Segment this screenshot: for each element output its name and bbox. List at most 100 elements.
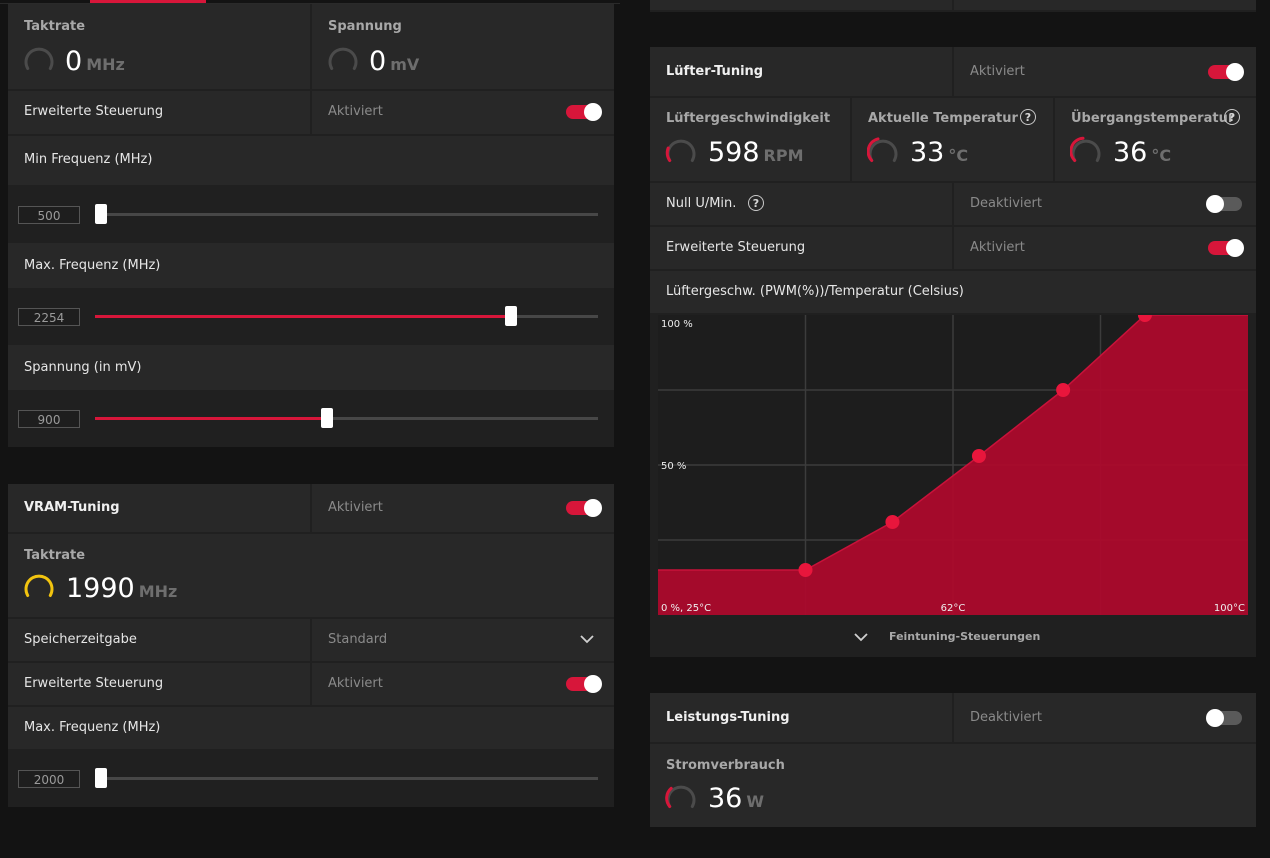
vram-max-freq-value-box[interactable]: 2000 [18,770,80,788]
vram-advanced-status: Aktiviert [328,676,383,691]
max-freq-slider-fill [95,315,511,318]
junction-temp-value: 36 [1113,137,1148,168]
zero-rpm-label: Null U/Min. [666,196,737,211]
curve-point[interactable] [1056,383,1071,397]
voltage-slider-label: Spannung (in mV) [24,360,142,375]
current-temp-readout: 33 °C [910,137,968,168]
fan-tuning-card: Lüfter-Tuning Aktiviert Lüftergeschwindi… [650,47,1256,657]
min-freq-label: Min Frequenz (MHz) [24,152,153,167]
power-status-cell: Deaktiviert [954,693,1256,742]
vram-clock-label: Taktrate [24,548,86,563]
zero-rpm-status: Deaktiviert [970,196,1042,211]
gpu-advanced-status: Aktiviert [328,104,383,119]
curve-point[interactable] [1137,315,1152,322]
fan-speed-value: 598 [708,137,760,168]
gpu-tuning-card: Taktrate 0 MHz Spannung 0 mV Erweiterte St… [8,4,614,447]
toggle-knob [584,675,602,693]
fan-title: Lüfter-Tuning [666,64,764,79]
voltage-slider-handle[interactable] [321,408,333,428]
current-temp-unit: °C [948,146,969,165]
gpu-advanced-row: Erweiterte Steuerung [8,91,310,134]
power-toggle[interactable] [1206,709,1242,727]
power-unit: W [746,792,765,811]
clock-stat: Taktrate 0 MHz [8,4,310,89]
max-freq-slider-handle[interactable] [505,306,517,326]
fan-advanced-row: Erweiterte Steuerung [650,227,952,269]
fan-toggle[interactable] [1208,63,1244,81]
top-stub-card [650,0,1256,12]
top-divider [0,3,620,4]
fan-advanced-label: Erweiterte Steuerung [666,240,806,255]
voltage-unit: mV [390,55,420,74]
junction-temp-gauge-icon [1070,136,1101,162]
power-title-cell: Leistungs-Tuning [650,693,952,742]
max-freq-label: Max. Frequenz (MHz) [24,258,161,273]
fan-speed-unit: RPM [763,146,804,165]
fan-curve-chart[interactable]: 100 % 50 % 0 %, 25°C 62°C 100°C [658,315,1248,615]
clock-unit: MHz [86,55,125,74]
voltage-slider-track[interactable] [95,417,598,420]
min-freq-slider-handle[interactable] [95,204,107,224]
fine-tuning-toggle[interactable]: Feintuning-Steuerungen [850,625,1050,649]
vram-toggle[interactable] [566,499,602,517]
vram-max-freq-slider-handle[interactable] [95,768,107,788]
min-freq-slider-track[interactable] [95,213,598,216]
help-icon[interactable]: ? [1020,109,1036,125]
power-title: Leistungs-Tuning [666,710,790,725]
current-temp-gauge-icon [867,137,898,162]
toggle-knob [584,103,602,121]
fan-speed-readout: 598 RPM [708,137,804,168]
fan-curve-title: Lüftergeschw. (PWM(%))/Temperatur (Celsi… [666,284,964,299]
curve-point[interactable] [885,515,900,529]
vram-advanced-label: Erweiterte Steuerung [24,676,164,691]
voltage-stat: Spannung 0 mV [312,4,614,89]
voltage-slider-header: Spannung (in mV) [8,345,614,390]
toggle-knob [1206,195,1224,213]
curve-point[interactable] [971,449,986,463]
zero-rpm-row: Null U/Min. ? [650,183,952,225]
voltage-slider-fill [95,417,327,420]
fan-speed-stat: Lüftergeschwindigkeit 598 RPM [650,98,850,181]
vram-clock-value: 1990 [66,573,135,604]
memory-timing-value: Standard [328,632,388,647]
zero-rpm-toggle[interactable] [1206,195,1242,213]
top-stub-right [954,0,1256,10]
gpu-advanced-toggle[interactable] [566,103,602,121]
fan-status: Aktiviert [970,64,1025,79]
fan-advanced-status: Aktiviert [970,240,1025,255]
min-freq-value-box[interactable]: 500 [18,206,80,224]
curve-point[interactable] [798,563,813,577]
vram-clock-gauge-icon [24,574,54,597]
voltage-value: 0 [369,46,387,77]
max-freq-value-box[interactable]: 2254 [18,308,80,326]
vram-max-freq-label: Max. Frequenz (MHz) [24,720,161,735]
junction-temp-unit: °C [1151,146,1172,165]
clock-readout: 0 MHz [65,46,125,77]
y-tick-label: 50 % [661,461,686,472]
vram-clock-readout: 1990 MHz [66,573,177,604]
vram-clock-stat: Taktrate 1990 MHz [8,534,614,617]
help-icon[interactable]: ? [748,195,764,211]
top-stub-left [650,0,952,10]
toggle-knob [1226,63,1244,81]
toggle-knob [1206,709,1224,727]
help-icon[interactable]: ? [1224,109,1240,125]
fan-advanced-status-cell: Aktiviert [954,227,1256,269]
memory-timing-dropdown[interactable]: Standard [312,619,614,661]
power-gauge-icon [665,785,696,808]
power-consumption-stat: Stromverbrauch 36 W [650,744,1256,827]
max-freq-slider-track[interactable] [95,315,598,318]
power-readout: 36 W [708,783,764,814]
vram-advanced-status-cell: Aktiviert [312,663,614,705]
current-temp-value: 33 [910,137,945,168]
vram-title-cell: VRAM-Tuning [8,484,310,532]
clock-label: Taktrate [24,19,86,34]
memory-timing-row: Speicherzeitgabe [8,619,310,661]
fan-advanced-toggle[interactable] [1208,239,1244,257]
vram-advanced-toggle[interactable] [566,675,602,693]
vram-max-freq-slider-track[interactable] [95,777,598,780]
voltage-value-box[interactable]: 900 [18,410,80,428]
fan-title-cell: Lüfter-Tuning [650,47,952,96]
toggle-knob [584,499,602,517]
clock-value: 0 [65,46,83,77]
